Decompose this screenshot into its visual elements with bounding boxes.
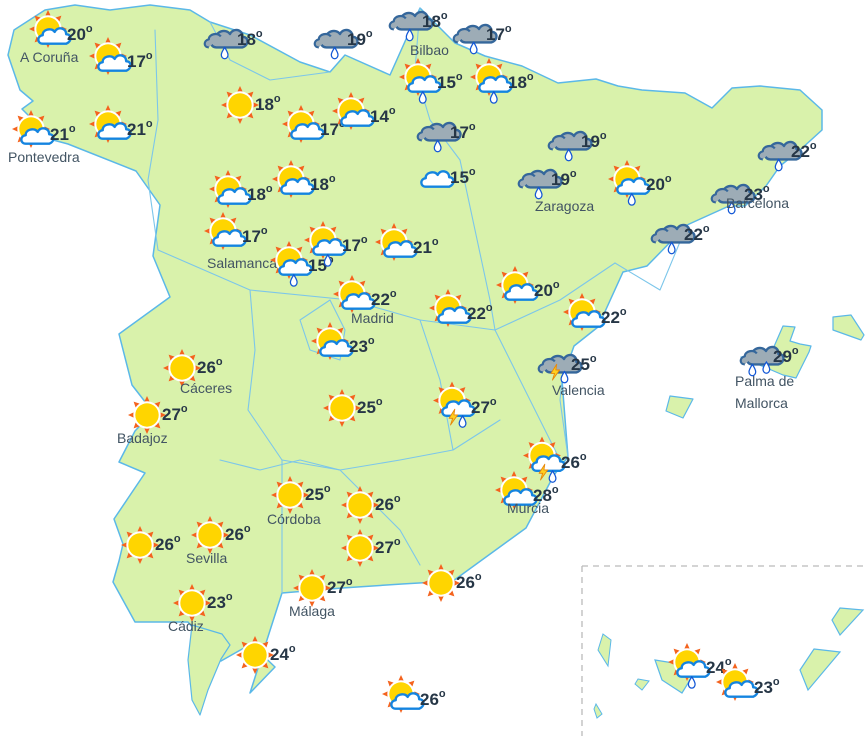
svg-text:Barcelona: Barcelona <box>726 195 789 211</box>
svg-text:22o: 22o <box>684 223 710 244</box>
svg-text:Málaga: Málaga <box>289 603 335 619</box>
svg-text:Murcia: Murcia <box>507 500 549 516</box>
svg-text:Cádiz: Cádiz <box>168 618 204 634</box>
svg-text:23o: 23o <box>754 676 780 697</box>
svg-text:24o: 24o <box>270 643 296 664</box>
svg-text:22o: 22o <box>601 306 627 327</box>
svg-text:Madrid: Madrid <box>351 310 394 326</box>
svg-text:22o: 22o <box>791 140 817 161</box>
svg-text:Bilbao: Bilbao <box>410 42 449 58</box>
svg-text:Cáceres: Cáceres <box>180 380 232 396</box>
svg-text:19o: 19o <box>347 28 373 49</box>
svg-text:Badajoz: Badajoz <box>117 430 168 446</box>
svg-text:Zaragoza: Zaragoza <box>535 198 594 214</box>
svg-text:Valencia: Valencia <box>552 382 605 398</box>
svg-text:26o: 26o <box>456 571 482 592</box>
svg-text:Sevilla: Sevilla <box>186 550 227 566</box>
svg-text:18o: 18o <box>422 10 448 31</box>
svg-text:Pontevedra: Pontevedra <box>8 149 80 165</box>
svg-text:26o: 26o <box>561 451 587 472</box>
svg-text:Córdoba: Córdoba <box>267 511 321 527</box>
svg-text:27o: 27o <box>327 576 353 597</box>
svg-text:25o: 25o <box>571 353 597 374</box>
svg-text:A Coruña: A Coruña <box>20 49 79 65</box>
svg-text:Salamanca: Salamanca <box>207 255 277 271</box>
svg-text:26o: 26o <box>420 688 446 709</box>
svg-text:17o: 17o <box>486 23 512 44</box>
